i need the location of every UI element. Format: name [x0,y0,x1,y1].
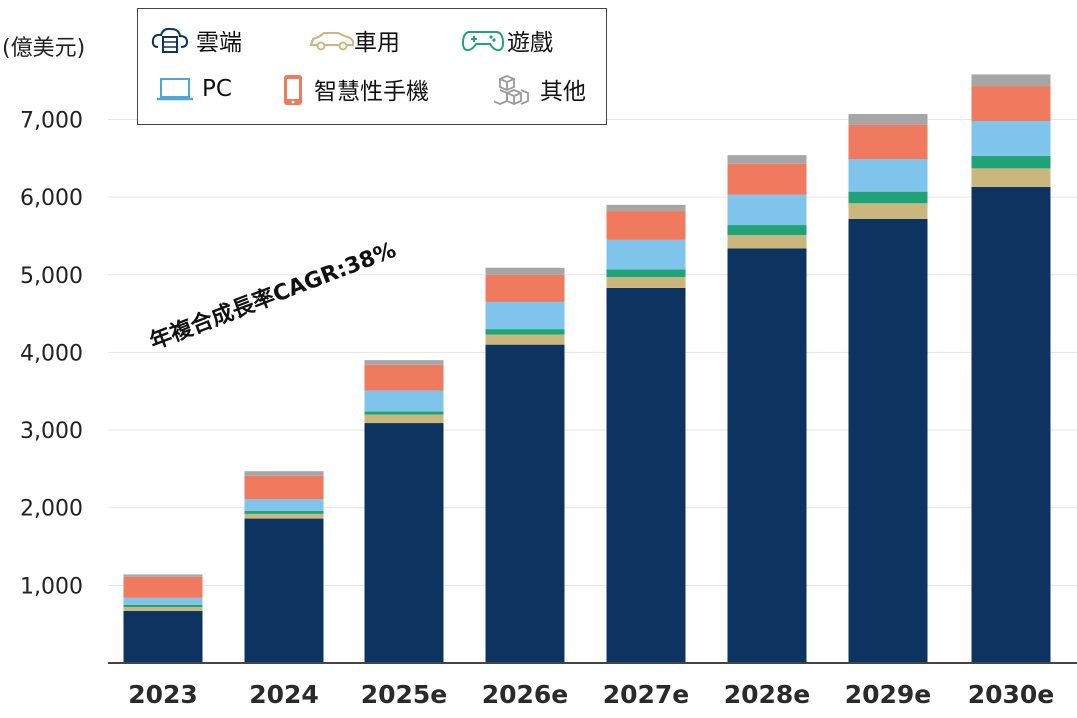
x-tick-label: 2029e [845,680,932,709]
bar-segment [606,287,686,663]
bar-segment [606,204,686,212]
bar-segment [727,248,807,663]
y-tick-label: 1,000 [20,574,83,599]
legend-item-other: 其他 [492,72,586,106]
legend-item-phone: 智慧性手機 [278,72,429,106]
bar-segment [244,518,324,663]
bar-segment [244,499,324,511]
bar-segment [848,124,928,160]
bar-segment [364,390,444,412]
bar-segment [606,211,686,240]
bar-segment [971,155,1051,169]
bar-segment [364,360,444,365]
x-tick-label: 2025e [361,680,448,709]
car-icon [308,25,355,55]
x-tick-label: 2028e [724,680,811,709]
bar-segment [364,423,444,663]
bar-segment [485,301,565,330]
legend-label: 其他 [540,79,586,105]
bar-segment [123,574,203,577]
bar-segment [364,411,444,415]
x-tick-label: 2026e [482,680,569,709]
y-tick-label: 3,000 [20,419,83,444]
bar-segment [244,510,324,514]
y-tick-label: 7,000 [20,108,83,133]
y-tick-label: 6,000 [20,186,83,211]
x-tick-label: 2023 [128,680,198,709]
legend-item-gaming: 遊戲 [461,23,553,57]
bar-segment [123,610,203,663]
legend-label: 雲端 [196,30,242,56]
bar-segment [971,74,1051,87]
legend-item-cloud: 雲端 [150,23,242,57]
legend-label: 遊戲 [507,30,553,56]
legend-label: PC [202,76,232,102]
bar-segment [485,344,565,663]
bar-segment [123,597,203,605]
bar-segment [971,86,1051,122]
bar-segment [971,168,1051,188]
bar-segment [848,159,928,192]
bar-segment [485,329,565,335]
bar-segment [485,267,565,275]
bar-segment [485,334,565,345]
bar-segment [971,187,1051,663]
legend-item-pc: PC [156,72,232,106]
y-axis-unit-label: (億美元) [2,36,86,61]
bar-segment [244,471,324,476]
bar-segment [727,163,807,195]
bar-segment [727,155,807,164]
x-tick-label: 2030e [968,680,1055,709]
bar-segment [606,277,686,288]
bar-segment [848,114,928,125]
bar-segment [606,239,686,270]
bar-segment [606,269,686,278]
bar-segment [848,218,928,664]
bar-segment [848,203,928,219]
bar-segment [485,274,565,302]
legend-label: 智慧性手機 [314,79,429,105]
bar-segment [244,475,324,500]
smartphone-icon [278,74,308,105]
y-tick-label: 2,000 [20,497,83,522]
bar-segment [727,194,807,226]
bar-segment [727,225,807,236]
cubes-icon [492,74,534,105]
legend-label: 車用 [354,30,400,56]
x-tick-label: 2027e [603,680,690,709]
bar-segment [364,364,444,391]
bar-segment [123,576,203,598]
gamepad-icon [461,25,505,55]
y-tick-label: 5,000 [20,264,83,289]
bar-segment [848,191,928,204]
cloud-server-icon [150,25,190,55]
x-tick-label: 2024 [249,680,319,709]
bar-segment [123,607,203,611]
chart-legend: 雲端 車用 遊戲 PC 智慧性手機 其他 [137,8,607,125]
bar-segment [364,414,444,424]
bar-segment [244,513,324,519]
bar-segment [123,604,203,608]
legend-item-auto: 車用 [308,23,400,57]
laptop-icon [156,74,196,104]
bar-segment [727,235,807,249]
y-tick-label: 4,000 [20,341,83,366]
bar-segment [971,121,1051,156]
